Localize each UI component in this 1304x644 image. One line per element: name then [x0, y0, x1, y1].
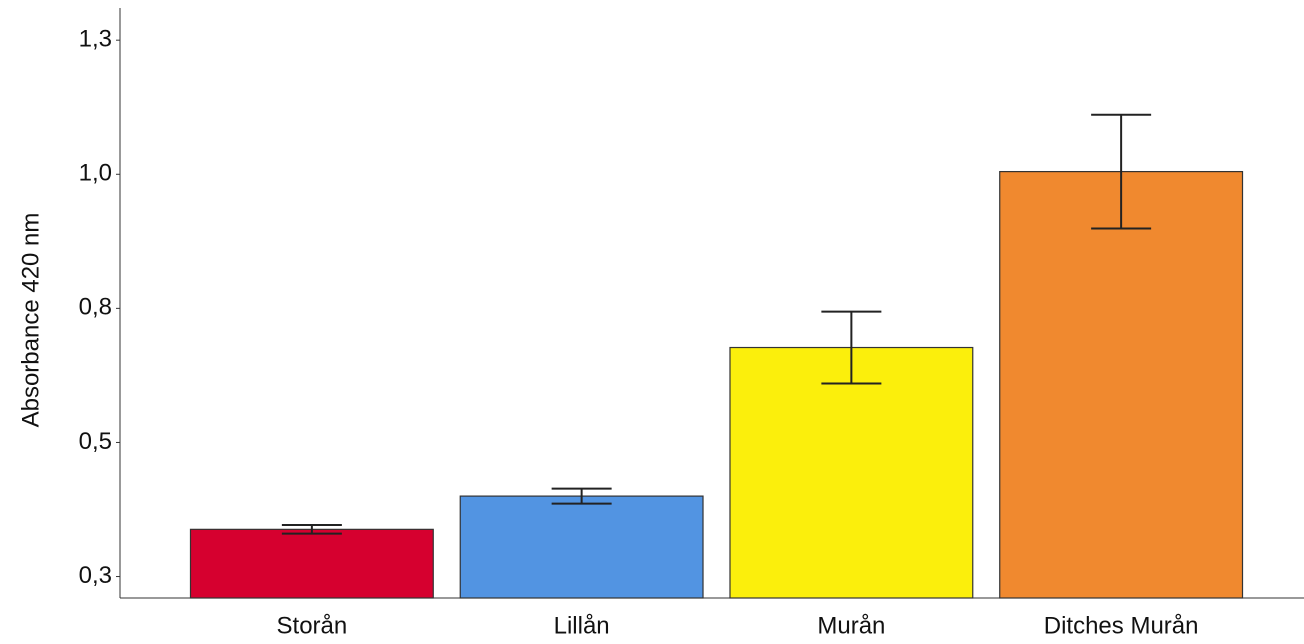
error-bar [1091, 113, 1152, 230]
x-tick-label: Storån [277, 612, 348, 639]
x-tick-label: Murån [817, 612, 885, 639]
error-bar [821, 310, 882, 385]
bar [189, 528, 434, 599]
error-bar [281, 524, 342, 535]
x-tick-label: Ditches Murån [1044, 612, 1199, 639]
y-tick-label: 0,5 [79, 428, 112, 455]
bar [459, 495, 704, 599]
y-tick-label: 0,3 [79, 562, 112, 589]
y-axis-label: Absorbance 420 nm [17, 213, 44, 428]
y-tick-label: 1,3 [79, 26, 112, 53]
x-tick-label: Lillån [554, 612, 610, 639]
bar [999, 170, 1244, 599]
error-bar [551, 487, 612, 505]
bar [729, 346, 974, 599]
y-tick-label: 0,8 [79, 294, 112, 321]
y-tick-label: 1,0 [79, 160, 112, 187]
